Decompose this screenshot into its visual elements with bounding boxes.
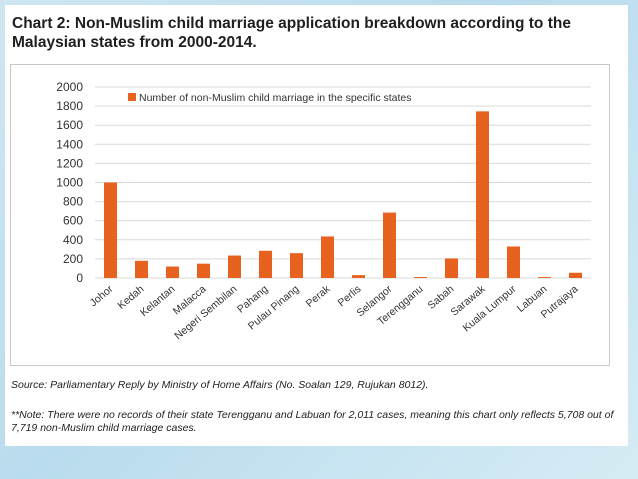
- y-tick-label: 1200: [56, 156, 83, 170]
- x-tick-label: Johor: [88, 283, 116, 309]
- x-tick-label: Kelantan: [138, 283, 178, 319]
- chart-area: 0 200 400 600 800 1000 1200 1400 1600 1800 2000 Joh…: [10, 64, 610, 366]
- y-tick-label: 800: [63, 195, 83, 209]
- bar: [135, 260, 148, 278]
- source-text: Source: Parliamentary Reply by Ministry …: [11, 379, 429, 391]
- bar: [383, 212, 396, 278]
- x-tick-label: Perak: [304, 283, 333, 310]
- y-tick-label: 600: [63, 214, 83, 228]
- bar: [569, 272, 582, 278]
- bar: [166, 266, 179, 278]
- legend-swatch: [128, 93, 136, 101]
- bar-chart: 0 200 400 600 800 1000 1200 1400 1600 1800 2000 Joh…: [56, 80, 591, 342]
- bar: [507, 246, 520, 278]
- slide: Chart 2: Non-Muslim child marriage appli…: [5, 5, 628, 446]
- bar: [414, 277, 427, 278]
- legend-label: Number of non-Muslim child marriage in t…: [139, 92, 412, 104]
- chart-title: Chart 2: Non-Muslim child marriage appli…: [12, 15, 571, 51]
- y-tick-label: 0: [76, 271, 83, 285]
- y-tick-label: 1000: [56, 176, 83, 190]
- bar: [197, 263, 210, 278]
- bar: [290, 253, 303, 278]
- bar: [352, 275, 365, 278]
- bar: [538, 277, 551, 278]
- y-tick-label: 2000: [56, 80, 83, 94]
- y-tick-label: 1800: [56, 99, 83, 113]
- bar: [104, 182, 117, 278]
- note-text: **Note: There were no records of their s…: [11, 409, 614, 434]
- bar: [476, 111, 489, 278]
- y-tick-label: 1400: [56, 137, 83, 151]
- bar: [259, 250, 272, 278]
- bar: [321, 236, 334, 278]
- y-tick-label: 400: [63, 233, 83, 247]
- y-tick-label: 200: [63, 252, 83, 266]
- y-tick-label: 1600: [56, 118, 83, 132]
- bar: [228, 255, 241, 278]
- bar: [445, 258, 458, 278]
